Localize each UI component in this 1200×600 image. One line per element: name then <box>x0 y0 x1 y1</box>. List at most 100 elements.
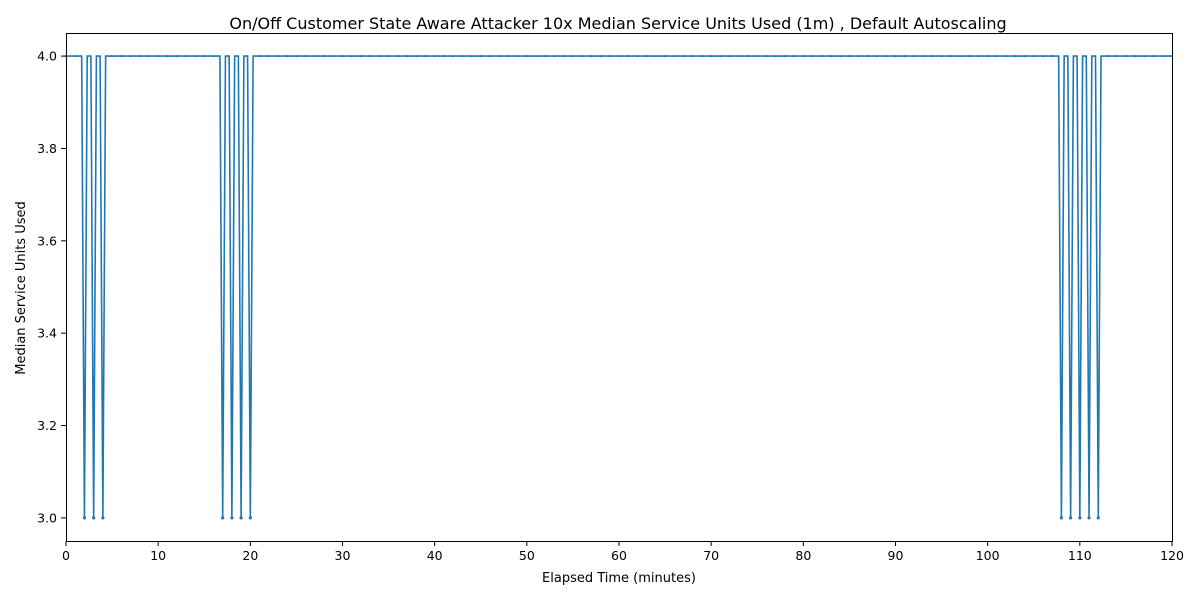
baseline-point <box>405 54 409 58</box>
baseline-point <box>986 54 989 58</box>
baseline-point <box>1124 54 1128 58</box>
y-axis: 3.0 3.2 3.4 3.6 3.8 4.0 <box>37 49 66 525</box>
baseline-point <box>746 54 750 58</box>
dip-point <box>1059 516 1063 520</box>
baseline-point <box>138 54 141 58</box>
baseline-point <box>332 54 335 58</box>
x-tick-label: 0 <box>62 548 70 563</box>
x-tick-label: 110 <box>1068 548 1092 563</box>
baseline-point <box>147 54 151 58</box>
x-tick-label: 10 <box>150 548 166 563</box>
baseline-point <box>599 54 602 58</box>
baseline-point <box>424 54 427 58</box>
dip-point <box>248 516 252 520</box>
x-tick-label: 80 <box>795 548 811 563</box>
x-tick-label: 100 <box>976 548 1000 563</box>
dip-point <box>101 516 105 520</box>
y-tick-label: 3.0 <box>37 510 57 525</box>
baseline-point <box>322 54 326 58</box>
baseline-point <box>691 54 694 58</box>
baseline-point <box>470 54 473 58</box>
y-tick-label: 4.0 <box>37 49 57 64</box>
chart-title: On/Off Customer State Aware Attacker 10x… <box>229 14 1006 33</box>
baseline-point <box>829 54 833 58</box>
baseline-point <box>1161 54 1164 58</box>
dip-point <box>1096 516 1100 520</box>
baseline-point <box>894 54 897 58</box>
baseline-point <box>415 54 418 58</box>
baseline-point <box>488 54 492 58</box>
series-layer <box>66 55 1172 518</box>
baseline-point <box>710 54 713 58</box>
baseline-point <box>940 54 943 58</box>
dip-point <box>221 516 225 520</box>
baseline-point <box>663 54 667 58</box>
baseline-point <box>387 54 390 58</box>
baseline-point <box>783 54 787 58</box>
baseline-point <box>544 54 547 58</box>
baseline-point <box>931 54 934 58</box>
x-tick-label: 50 <box>519 548 535 563</box>
baseline-point <box>553 54 556 58</box>
x-tick-label: 30 <box>335 548 351 563</box>
baseline-point <box>479 54 482 58</box>
baseline-point <box>295 54 298 58</box>
baseline-point <box>276 54 280 58</box>
baseline-point <box>875 54 879 58</box>
baseline-point <box>903 54 906 58</box>
baseline-point <box>839 54 842 58</box>
baseline-point <box>1041 54 1045 58</box>
baseline-point <box>1115 54 1118 58</box>
baseline-point <box>1014 54 1017 58</box>
dip-point <box>92 516 96 520</box>
y-tick-label: 3.8 <box>37 141 57 156</box>
baseline-point <box>571 54 575 58</box>
baseline-point <box>433 54 436 58</box>
plot-frame <box>66 33 1173 542</box>
baseline-point <box>359 54 363 58</box>
baseline-point <box>461 54 464 58</box>
baseline-point <box>1005 54 1008 58</box>
baseline-point <box>737 54 740 58</box>
baseline-point <box>350 54 353 58</box>
baseline-point <box>728 54 731 58</box>
baseline-point <box>110 54 114 58</box>
dip-point <box>1078 516 1082 520</box>
baseline-point <box>645 54 648 58</box>
baseline-point <box>507 54 510 58</box>
baseline-point <box>120 54 123 58</box>
x-tick-label: 90 <box>888 548 904 563</box>
baseline-point <box>793 54 796 58</box>
baseline-point <box>802 54 805 58</box>
x-tick-label: 20 <box>242 548 258 563</box>
baseline-point <box>258 54 261 58</box>
baseline-point <box>1134 54 1137 58</box>
baseline-point <box>203 54 206 58</box>
baseline-point <box>498 54 501 58</box>
baseline-point <box>175 54 178 58</box>
plot-area <box>64 54 1174 520</box>
baseline-point <box>719 54 722 58</box>
baseline-point <box>654 54 657 58</box>
baseline-point <box>995 54 998 58</box>
baseline-point <box>885 54 888 58</box>
baseline-point <box>700 54 704 58</box>
baseline-point <box>525 54 528 58</box>
baseline-point <box>341 54 344 58</box>
dip-point <box>1069 516 1073 520</box>
baseline-point <box>452 54 455 58</box>
x-tick-label: 40 <box>427 548 443 563</box>
baseline-point <box>157 54 160 58</box>
y-tick-label: 3.4 <box>37 326 57 341</box>
baseline-point <box>756 54 759 58</box>
dip-point <box>230 516 234 520</box>
dip-point <box>239 516 243 520</box>
baseline-point <box>193 54 197 58</box>
baseline-point <box>74 54 77 58</box>
series-line <box>66 55 1172 518</box>
x-tick-label: 60 <box>611 548 627 563</box>
baseline-point <box>811 54 814 58</box>
baseline-point <box>848 54 851 58</box>
baseline-point <box>313 54 316 58</box>
baseline-point <box>857 54 860 58</box>
